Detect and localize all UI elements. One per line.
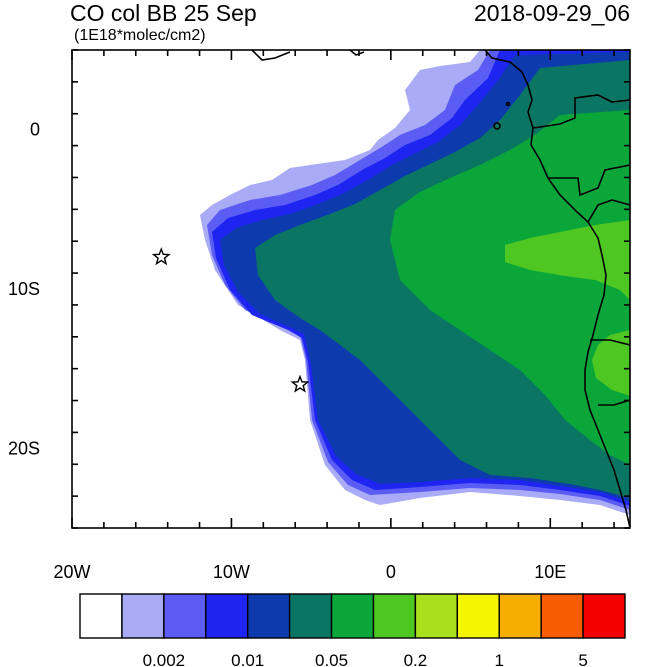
border bbox=[587, 199, 630, 223]
border bbox=[548, 164, 630, 197]
colorbar-swatch bbox=[582, 593, 626, 639]
border bbox=[251, 50, 291, 61]
map-axes: 20W 10W 0 10E 0 10S 20S bbox=[8, 49, 630, 582]
colorbar-swatch bbox=[246, 593, 291, 639]
colorbar-label: 0.2 bbox=[404, 651, 428, 667]
land-boundaries bbox=[251, 50, 630, 528]
colorbar-swatch bbox=[288, 593, 333, 639]
map-plot-area bbox=[72, 50, 630, 528]
map-markers bbox=[151, 247, 310, 393]
map-units: (1E18*molec/cm2) bbox=[74, 27, 206, 44]
colorbar: 0.002 0.01 0.05 0.2 1 5 bbox=[79, 593, 626, 667]
coastline bbox=[484, 50, 630, 528]
x-tick-label: 10E bbox=[534, 562, 566, 582]
colorbar-swatch bbox=[121, 593, 165, 639]
x-tick-label: 0 bbox=[386, 562, 396, 582]
colorbar-label: 0.01 bbox=[231, 651, 264, 667]
y-tick-label: 10S bbox=[8, 279, 40, 299]
co-field-light-green-south bbox=[592, 330, 630, 396]
colorbar-swatch bbox=[79, 593, 123, 639]
border bbox=[590, 339, 630, 346]
colorbar-label: 0.05 bbox=[315, 651, 348, 667]
colorbar-swatch bbox=[163, 593, 207, 639]
colorbar-swatch bbox=[456, 593, 500, 639]
colorbar-label: 1 bbox=[494, 651, 503, 667]
colorbar-label: 0.002 bbox=[143, 651, 186, 667]
y-tick-label: 20S bbox=[8, 438, 40, 458]
star-marker bbox=[290, 374, 310, 393]
border bbox=[349, 50, 365, 56]
island bbox=[505, 101, 511, 107]
colorbar-swatch bbox=[498, 593, 542, 639]
co-field-green bbox=[390, 110, 630, 465]
x-tick-label: 20W bbox=[53, 562, 90, 582]
colorbar-swatch bbox=[330, 593, 375, 639]
colorbar-swatch bbox=[414, 593, 459, 639]
map-datetime: 2018-09-29_06 bbox=[473, 0, 630, 26]
y-tick-label: 0 bbox=[30, 120, 40, 140]
plot-frame bbox=[71, 49, 631, 529]
colorbar-swatch bbox=[372, 593, 417, 639]
x-tick-label: 10W bbox=[213, 562, 250, 582]
island bbox=[493, 122, 501, 130]
colorbar-swatch bbox=[540, 593, 584, 639]
border bbox=[598, 399, 630, 406]
star-marker bbox=[151, 247, 171, 266]
colorbar-swatch bbox=[205, 593, 249, 639]
map-title: CO col BB 25 Sep bbox=[70, 0, 257, 26]
colorbar-label: 5 bbox=[578, 651, 587, 667]
border bbox=[532, 94, 630, 129]
